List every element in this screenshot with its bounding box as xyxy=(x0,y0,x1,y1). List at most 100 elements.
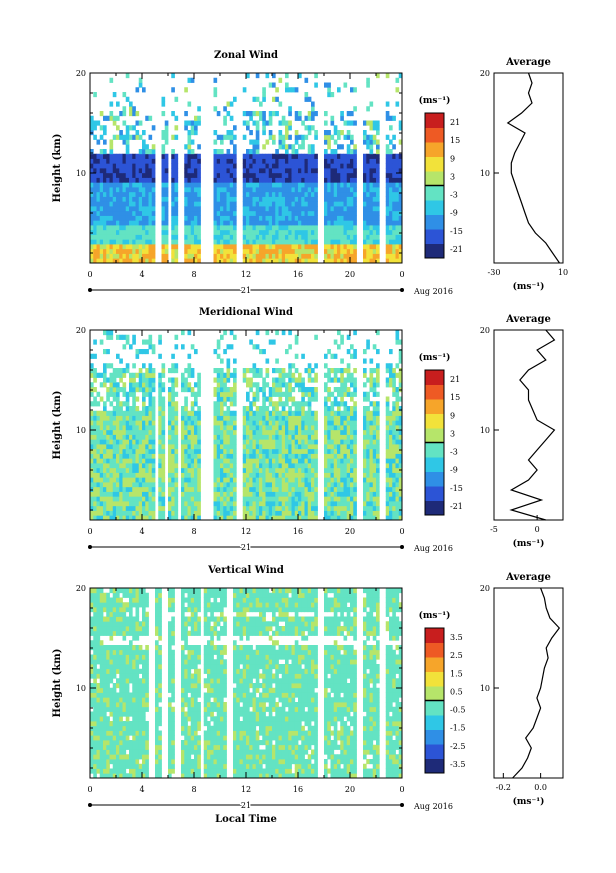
heatmap-cell xyxy=(392,406,396,412)
heatmap-cell xyxy=(288,496,292,502)
heatmap-cell xyxy=(226,239,231,245)
heatmap-cell xyxy=(119,510,123,516)
heatmap-cell xyxy=(389,248,393,254)
heatmap-cell xyxy=(340,482,344,488)
heatmap-cell xyxy=(109,187,114,193)
heatmap-cell xyxy=(249,220,253,226)
heatmap-cell xyxy=(96,496,101,502)
heatmap-cell xyxy=(278,448,283,454)
heatmap-cell xyxy=(311,168,315,174)
heatmap-cell xyxy=(99,420,104,426)
heatmap-cell xyxy=(398,434,403,440)
heatmap-cell xyxy=(220,206,224,212)
heatmap-cell xyxy=(184,773,188,779)
heatmap-cell xyxy=(353,177,357,183)
heatmap-cell xyxy=(324,191,328,197)
heatmap-cell xyxy=(376,125,380,131)
heatmap-cell xyxy=(350,429,354,435)
heatmap-cell xyxy=(229,453,234,459)
heatmap-cell xyxy=(311,434,315,440)
heatmap-cell xyxy=(389,429,393,435)
heatmap-cell xyxy=(171,472,175,478)
heatmap-cell xyxy=(346,215,351,221)
heatmap-cell xyxy=(314,463,318,469)
heatmap-cell xyxy=(366,410,370,416)
heatmap-cell xyxy=(112,458,117,464)
heatmap-cell xyxy=(213,220,218,226)
heatmap-cell xyxy=(145,410,149,416)
heatmap-cell xyxy=(161,210,166,216)
heatmap-cell xyxy=(285,82,289,88)
heatmap-cell xyxy=(311,439,315,445)
heatmap-cell xyxy=(398,415,403,421)
heatmap-cell xyxy=(132,510,136,516)
heatmap-cell xyxy=(96,472,101,478)
heatmap-cell xyxy=(190,515,195,521)
heatmap-cell xyxy=(324,182,328,188)
heatmap-cell xyxy=(392,248,396,254)
heatmap-cell xyxy=(304,187,309,193)
heatmap-cell xyxy=(398,191,403,197)
heatmap-cell xyxy=(337,130,341,136)
heatmap-cell xyxy=(333,420,338,426)
heatmap-cell xyxy=(132,201,136,207)
heatmap-cell xyxy=(246,406,250,412)
heatmap-cell xyxy=(103,130,107,136)
heatmap-cell xyxy=(285,239,289,245)
heatmap-cell xyxy=(327,467,331,473)
heatmap-cell xyxy=(268,225,273,231)
heatmap-cell xyxy=(125,73,130,79)
colorbar-segment xyxy=(425,185,444,201)
heatmap-cell xyxy=(158,387,162,393)
heatmap-cell xyxy=(259,158,263,164)
heatmap-cell xyxy=(90,196,94,202)
heatmap-cell xyxy=(138,429,143,435)
heatmap-cell xyxy=(265,439,270,445)
heatmap-cell xyxy=(138,206,143,212)
heatmap-cell xyxy=(184,168,188,174)
heatmap-cell xyxy=(252,158,257,164)
heatmap-cell xyxy=(259,153,263,159)
heatmap-cell xyxy=(161,130,166,136)
heatmap-cell xyxy=(278,434,283,440)
heatmap-cell xyxy=(327,505,331,511)
heatmap-cell xyxy=(350,234,354,240)
heatmap-cell xyxy=(307,210,312,216)
heatmap-cell xyxy=(288,125,292,131)
heatmap-cell xyxy=(96,429,101,435)
heatmap-cell xyxy=(265,229,270,235)
heatmap-cell xyxy=(106,153,110,159)
heatmap-cell xyxy=(223,458,227,464)
heatmap-cell xyxy=(262,463,266,469)
heatmap-cell xyxy=(337,177,341,183)
heatmap-cell xyxy=(311,491,315,497)
heatmap-cell xyxy=(327,187,331,193)
heatmap-cell xyxy=(148,196,153,202)
heatmap-cell xyxy=(103,406,107,412)
heatmap-cell xyxy=(389,382,393,388)
heatmap-cell xyxy=(174,444,179,450)
heatmap-cell xyxy=(122,434,127,440)
heatmap-cell xyxy=(187,225,192,231)
heatmap-cell xyxy=(333,234,338,240)
heatmap-cell xyxy=(278,215,283,221)
heatmap-cell xyxy=(376,429,380,435)
heatmap-cell xyxy=(103,172,107,178)
average-y-tick-label: 10 xyxy=(480,169,490,178)
heatmap-cell xyxy=(148,206,153,212)
heatmap-cell xyxy=(246,229,250,235)
heatmap-cell xyxy=(304,496,309,502)
heatmap-cell xyxy=(164,239,169,245)
heatmap-cell xyxy=(330,248,335,254)
heatmap-cell xyxy=(249,253,253,259)
heatmap-cell xyxy=(333,130,338,136)
heatmap-cell xyxy=(268,82,273,88)
heatmap-cell xyxy=(376,120,380,126)
heatmap-cell xyxy=(330,444,335,450)
heatmap-cell xyxy=(96,234,101,240)
heatmap-cell xyxy=(174,182,179,188)
heatmap-cell xyxy=(135,248,140,254)
heatmap-cell xyxy=(350,439,354,445)
heatmap-cell xyxy=(294,434,299,440)
heatmap-cell xyxy=(275,773,279,779)
